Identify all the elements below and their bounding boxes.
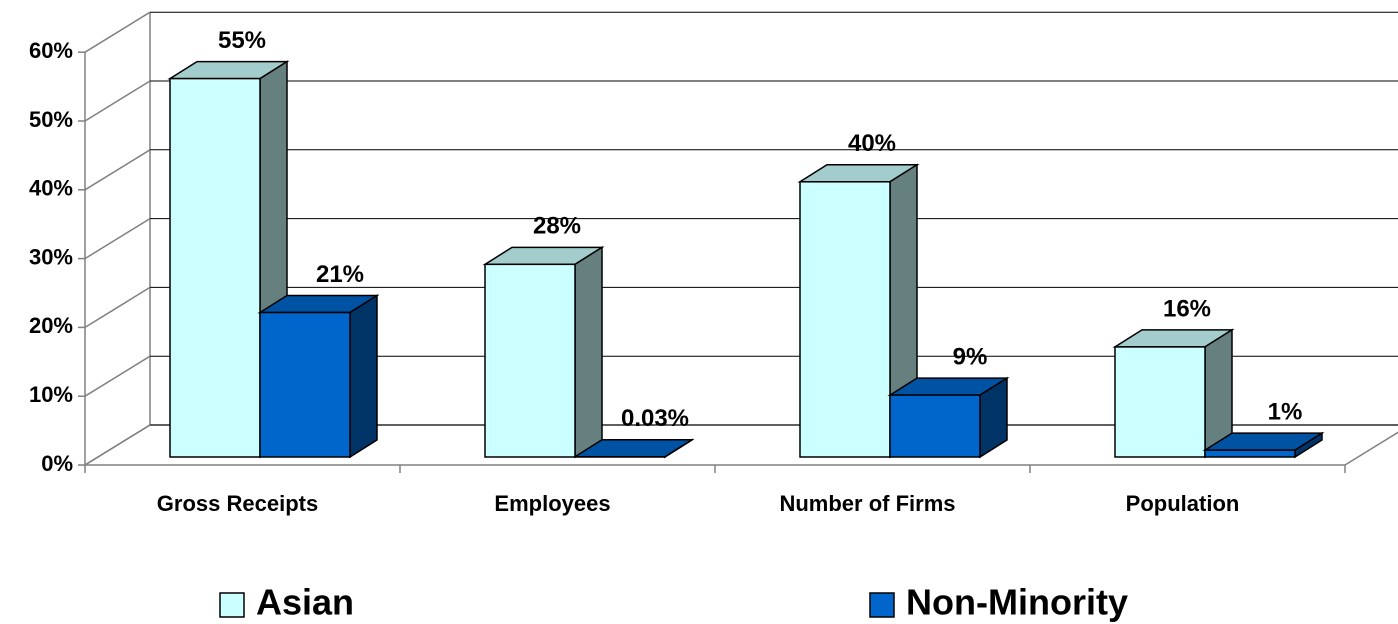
y-tick-label: 30% (29, 244, 73, 269)
x-tick-label: Number of Firms (779, 491, 955, 516)
value-label: 55% (218, 27, 266, 54)
bar (1202, 431, 1325, 459)
bar (257, 294, 380, 459)
side-grid-line (84, 424, 151, 466)
bar-front (889, 394, 981, 458)
y-tick-label: 0% (41, 451, 73, 476)
value-label: 9% (953, 343, 988, 370)
side-grid-line (84, 286, 151, 329)
y-tick-label: 60% (29, 38, 73, 63)
legend-swatch (869, 592, 895, 618)
x-tick-label: Gross Receipts (157, 491, 318, 516)
side-grid-line (84, 217, 151, 260)
legend-swatch (219, 592, 245, 618)
bar-front (484, 263, 576, 458)
value-label: 1% (1268, 398, 1303, 425)
bar (482, 246, 605, 459)
y-tick-label: 20% (29, 313, 73, 338)
bar-front (799, 181, 891, 458)
legend-label: Non-Minority (906, 582, 1128, 623)
bar (1112, 328, 1235, 459)
value-label: 40% (848, 130, 896, 157)
bar-front (259, 311, 351, 458)
bar (797, 163, 920, 459)
side-grid-line (84, 149, 151, 191)
y-tick-label: 10% (29, 382, 73, 407)
x-tick-label: Employees (494, 491, 610, 516)
bar-front (1114, 346, 1206, 458)
value-label: 28% (533, 213, 581, 240)
bar (572, 438, 695, 459)
side-grid-line (84, 80, 151, 122)
legend-label: Asian (256, 582, 354, 623)
bar-side (574, 246, 603, 459)
bar-side (349, 294, 378, 459)
value-label: 16% (1163, 295, 1211, 322)
bar (887, 376, 1010, 459)
value-label: 21% (316, 261, 364, 288)
bar-front (1204, 449, 1296, 458)
y-tick-label: 40% (29, 176, 73, 201)
bar (167, 60, 290, 459)
bar-front (169, 77, 261, 458)
y-tick-label: 50% (29, 107, 73, 132)
value-label: 0.03% (621, 405, 689, 432)
side-grid-line (84, 355, 151, 397)
side-grid-line (84, 11, 151, 53)
x-tick-label: Population (1126, 491, 1240, 516)
